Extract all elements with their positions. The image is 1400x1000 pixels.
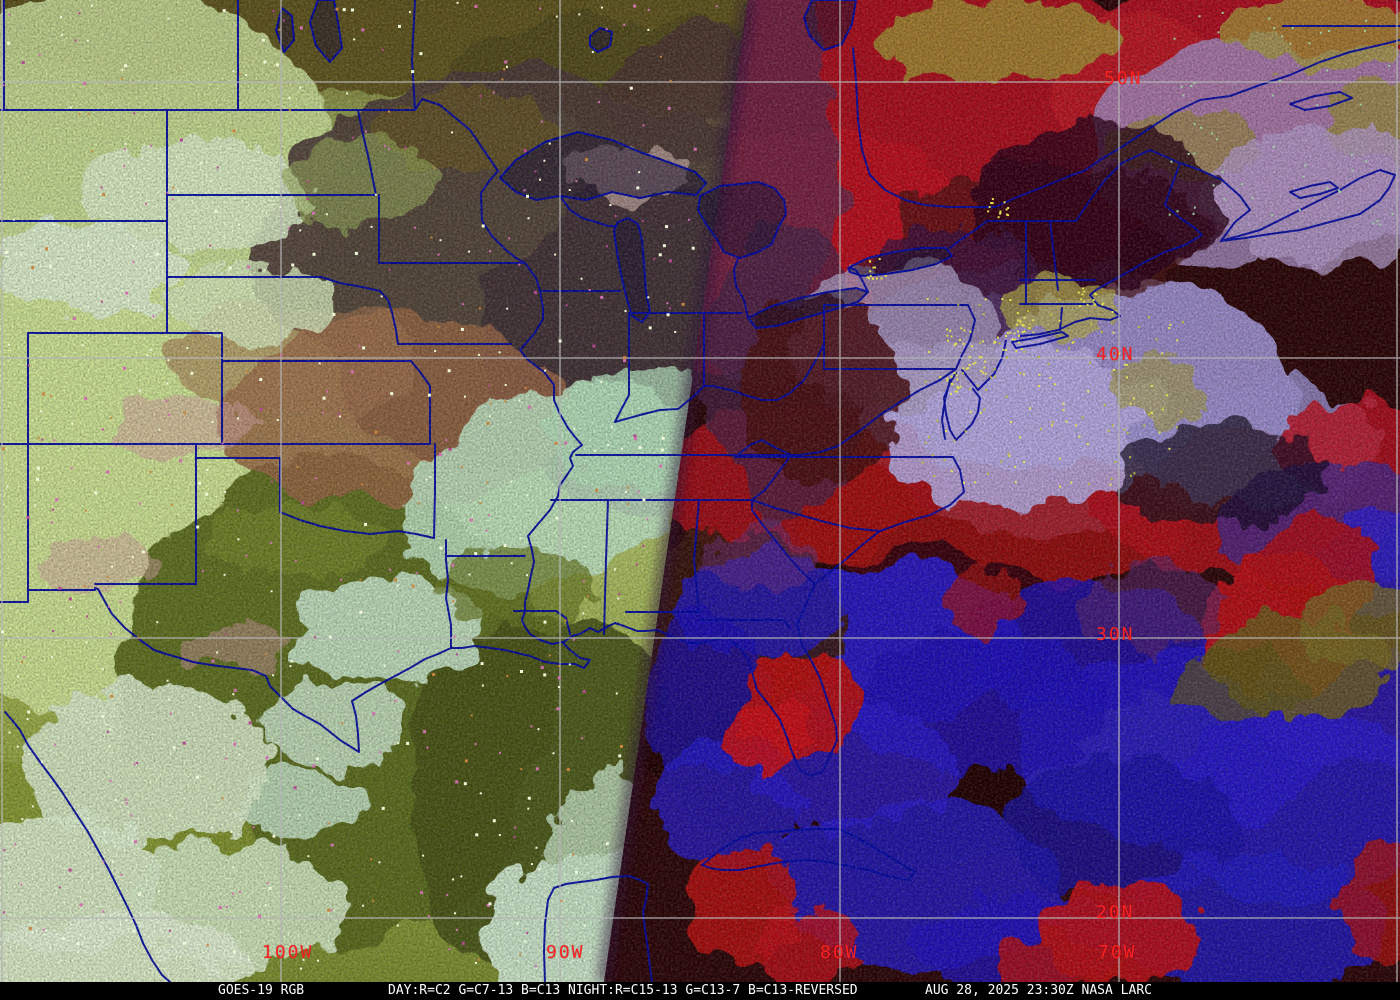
lat-label-20n: 20N xyxy=(1096,902,1135,923)
caption-product: GOES-19 RGB xyxy=(218,983,305,998)
caption-bar: GOES-19 RGB DAY:R=C2 G=C7-13 B=C13 NIGHT… xyxy=(0,982,1400,1000)
lon-label-90w: 90W xyxy=(546,942,585,963)
lon-label-100w: 100W xyxy=(262,942,314,963)
speckle-layer xyxy=(1,1,1394,970)
lon-label-80w: 80W xyxy=(820,942,859,963)
lat-label-50n: 50N xyxy=(1104,68,1143,89)
lat-label-30n: 30N xyxy=(1096,624,1135,645)
lon-label-70w: 70W xyxy=(1098,942,1137,963)
caption-timestamp: AUG 28, 2025 23:30Z NASA LARC xyxy=(925,983,1152,998)
lat-label-40n: 40N xyxy=(1096,344,1135,365)
caption-recipe: DAY:R=C2 G=C7-13 B=C13 NIGHT:R=C15-13 G=… xyxy=(388,983,858,998)
